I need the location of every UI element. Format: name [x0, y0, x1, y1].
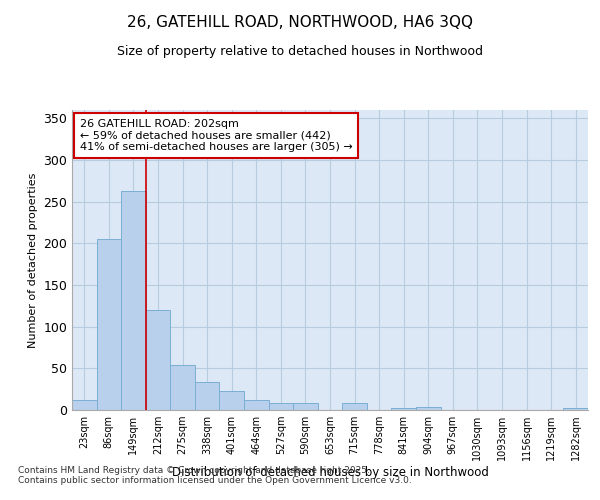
- Bar: [72, 400, 97, 410]
- Bar: [244, 400, 269, 410]
- Text: Size of property relative to detached houses in Northwood: Size of property relative to detached ho…: [117, 45, 483, 58]
- Bar: [293, 404, 318, 410]
- Bar: [269, 402, 293, 410]
- Text: 26 GATEHILL ROAD: 202sqm
← 59% of detached houses are smaller (442)
41% of semi-: 26 GATEHILL ROAD: 202sqm ← 59% of detach…: [80, 119, 352, 152]
- Bar: [146, 310, 170, 410]
- Bar: [220, 391, 244, 410]
- X-axis label: Distribution of detached houses by size in Northwood: Distribution of detached houses by size …: [172, 466, 488, 479]
- Text: 26, GATEHILL ROAD, NORTHWOOD, HA6 3QQ: 26, GATEHILL ROAD, NORTHWOOD, HA6 3QQ: [127, 15, 473, 30]
- Bar: [416, 406, 440, 410]
- Bar: [563, 408, 588, 410]
- Bar: [170, 365, 195, 410]
- Bar: [121, 191, 146, 410]
- Text: Contains HM Land Registry data © Crown copyright and database right 2025.
Contai: Contains HM Land Registry data © Crown c…: [18, 466, 412, 485]
- Bar: [391, 408, 416, 410]
- Bar: [195, 382, 220, 410]
- Bar: [342, 404, 367, 410]
- Y-axis label: Number of detached properties: Number of detached properties: [28, 172, 38, 348]
- Bar: [97, 239, 121, 410]
